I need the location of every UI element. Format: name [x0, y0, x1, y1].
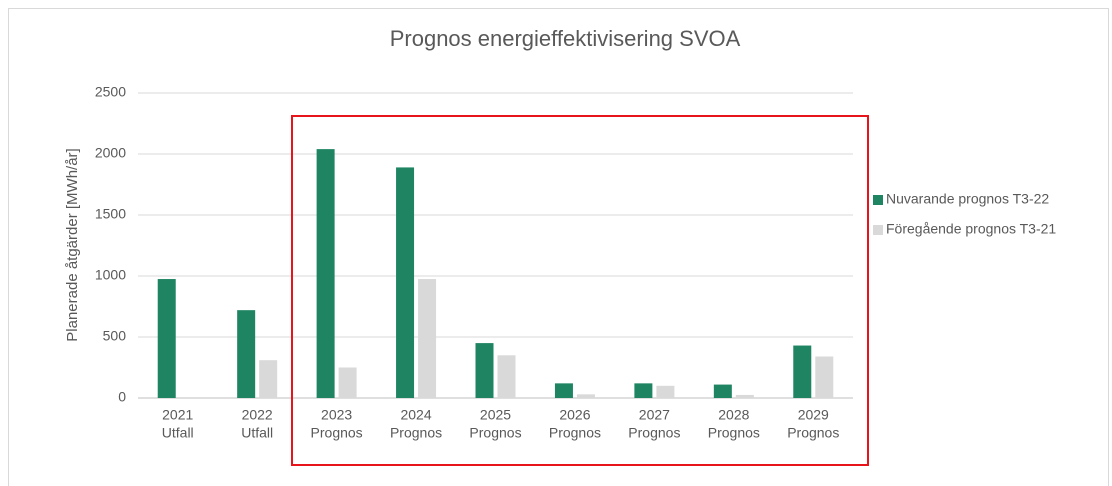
x-tick-label: Prognos — [390, 425, 442, 441]
y-tick-label: 1500 — [95, 206, 126, 222]
bar — [713, 384, 732, 398]
bar — [554, 383, 573, 398]
legend-label: Nuvarande prognos T3-22 — [886, 191, 1049, 207]
x-tick-label: 2028 — [718, 407, 749, 423]
x-tick-label: 2025 — [480, 407, 511, 423]
bar — [656, 385, 675, 398]
chart-frame — [8, 8, 1109, 486]
x-tick-label: 2026 — [559, 407, 590, 423]
y-tick-label: 0 — [118, 389, 126, 405]
x-tick-label: Prognos — [628, 425, 680, 441]
chart-title: Prognos energieffektivisering SVOA — [390, 26, 741, 51]
bar — [237, 310, 256, 398]
y-tick-label: 1000 — [95, 267, 126, 283]
legend-swatch — [873, 225, 883, 235]
bar — [815, 356, 834, 398]
x-tick-label: 2029 — [798, 407, 829, 423]
x-tick-label: 2024 — [400, 407, 431, 423]
x-tick-label: 2027 — [639, 407, 670, 423]
x-tick-label: 2022 — [242, 407, 273, 423]
bar — [634, 383, 653, 398]
legend-label: Föregående prognos T3-21 — [886, 221, 1056, 237]
bar — [338, 367, 357, 398]
bar — [316, 149, 335, 398]
bar — [396, 167, 415, 398]
x-tick-label: Prognos — [311, 425, 363, 441]
x-tick-label: Prognos — [708, 425, 760, 441]
y-axis-label: Planerade åtgärder [MWh/år] — [64, 148, 81, 341]
highlight-box — [291, 115, 869, 466]
y-tick-label: 2500 — [95, 84, 126, 100]
bar — [157, 279, 176, 398]
y-tick-label: 2000 — [95, 145, 126, 161]
x-tick-label: 2023 — [321, 407, 352, 423]
x-tick-label: 2021 — [162, 407, 193, 423]
y-tick-label: 500 — [103, 328, 127, 344]
bar — [793, 345, 812, 398]
legend-swatch — [873, 195, 883, 205]
bar — [475, 343, 494, 398]
x-tick-label: Prognos — [549, 425, 601, 441]
x-tick-label: Utfall — [162, 425, 194, 441]
bar — [497, 355, 516, 398]
bar — [576, 394, 595, 398]
bar — [735, 394, 754, 398]
bar — [259, 360, 278, 398]
x-tick-label: Prognos — [787, 425, 839, 441]
x-tick-label: Prognos — [469, 425, 521, 441]
plot: 0 500 1000 1500 2000 2500 2021 Utfall 2022 Utfall… — [95, 84, 1057, 441]
x-tick-label: Utfall — [241, 425, 273, 441]
bar — [418, 279, 437, 398]
